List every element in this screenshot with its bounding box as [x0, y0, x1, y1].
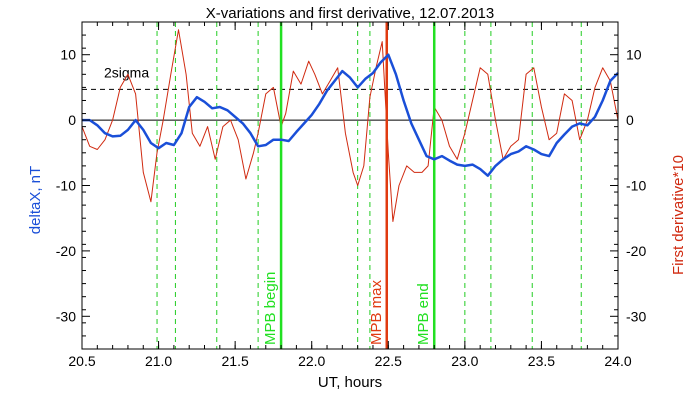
y-tick-label-left-1: -20 — [56, 243, 76, 259]
y-tick-label-left-3: 0 — [68, 112, 76, 128]
x-tick-label-3: 22.0 — [298, 353, 325, 369]
y-tick-label-left-4: 10 — [60, 47, 76, 63]
mpb-max-label: MPB max — [368, 279, 385, 345]
plot-area: 2sigma MPB begin MPB end MPB max — [81, 22, 619, 349]
x-tick-label-7: 24.0 — [604, 353, 631, 369]
x-tick-label-2: 21.5 — [222, 353, 249, 369]
y-tick-label-right-0: -30 — [626, 308, 646, 324]
x-tick-label-6: 23.5 — [528, 353, 555, 369]
y-axis-label-left: deltaX, nT — [27, 166, 44, 234]
series-first-derivative-line — [81, 29, 619, 222]
x-axis-label: UT, hours — [318, 374, 382, 391]
plot-frame — [81, 21, 619, 350]
axes: 20.5 21.0 21.5 22.0 22.5 23.0 23.5 24.0 -30 -30 -2… — [56, 21, 646, 369]
x-tick-label-0: 20.5 — [68, 353, 95, 369]
x-tick-label-4: 22.5 — [375, 353, 402, 369]
y-tick-label-right-2: -10 — [626, 178, 646, 194]
x-tick-label-1: 21.0 — [145, 353, 172, 369]
series-deltax-line — [82, 53, 619, 177]
y-tick-label-left-2: -10 — [56, 178, 76, 194]
y-tick-label-left-0: -30 — [56, 308, 76, 324]
sigma-label: 2sigma — [104, 64, 149, 80]
mpb-end-label: MPB end — [415, 283, 432, 345]
x-tick-label-5: 23.0 — [451, 353, 478, 369]
mpb-begin-label: MPB begin — [262, 272, 279, 345]
y-tick-label-right-3: 0 — [626, 112, 634, 128]
y-tick-label-right-4: 10 — [626, 47, 642, 63]
y-axis-label-right: First derivative*10 — [670, 155, 687, 275]
chart-title: X-variations and first derivative, 12.07… — [206, 5, 495, 22]
y-tick-label-right-1: -20 — [626, 243, 646, 259]
